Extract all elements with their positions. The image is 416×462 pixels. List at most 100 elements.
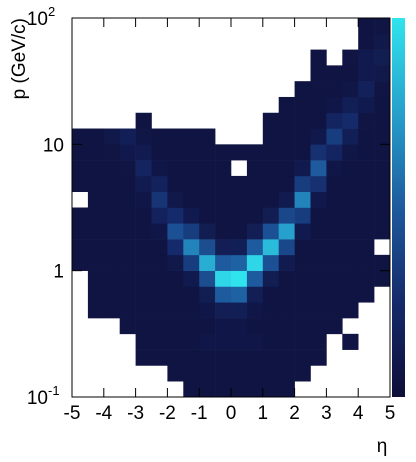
heatmap-cell [278, 191, 295, 208]
heatmap-cell [199, 239, 216, 256]
heatmap-cell [358, 128, 375, 145]
heatmap-cell [358, 49, 375, 66]
heatmap-cell [246, 144, 264, 161]
heatmap-cell [358, 18, 375, 35]
heatmap-cell [326, 318, 343, 335]
heatmap-cell [183, 223, 200, 240]
heatmap-cell [310, 112, 327, 129]
heatmap-cell [135, 254, 152, 271]
heatmap-cell [374, 81, 391, 98]
heatmap-cell [215, 160, 232, 177]
heatmap-cell [103, 270, 120, 287]
x-tick-label: -4 [95, 403, 112, 424]
heatmap-cell [262, 223, 279, 240]
heatmap-cell [358, 144, 375, 161]
heatmap-cell [231, 207, 248, 224]
heatmap-cell [151, 128, 168, 145]
heatmap-cell [358, 270, 375, 287]
heatmap-cell [246, 302, 264, 319]
heatmap-cell [294, 223, 311, 240]
heatmap-cell [103, 254, 120, 271]
heatmap-cell [151, 144, 168, 161]
heatmap-cell [358, 160, 375, 177]
x-tick-label: 2 [289, 403, 300, 424]
heatmap-cell [199, 144, 216, 161]
x-tick-label: -3 [127, 403, 144, 424]
heatmap-cell [135, 239, 152, 256]
heatmap-cell [374, 49, 391, 66]
heatmap-cell [167, 207, 184, 224]
heatmap-cell [278, 365, 295, 382]
heatmap-cell [183, 365, 200, 382]
heatmap-cell [199, 302, 216, 319]
heatmap-cell [262, 112, 279, 129]
heatmap-cell [231, 318, 248, 335]
y-axis-label: p (GeV/c) [9, 18, 30, 99]
heatmap-cell [72, 175, 89, 193]
heatmap-cell [374, 18, 391, 35]
heatmap-cell [167, 365, 184, 382]
heatmap-cell [246, 175, 264, 193]
heatmap-cell [135, 333, 152, 350]
heatmap-cell [310, 318, 327, 335]
heatmap-cell [374, 112, 391, 129]
heatmap-cell [326, 65, 343, 82]
heatmap-cell [72, 239, 89, 256]
heatmap-cell [231, 254, 248, 271]
heatmap-cell [199, 349, 216, 366]
heatmap-cell [310, 239, 327, 256]
heatmap-cell [374, 223, 391, 240]
heatmap-cell [87, 128, 105, 145]
heatmap-cell [294, 239, 311, 256]
heatmap-cell [278, 318, 295, 335]
heatmap-cell [215, 302, 232, 319]
heatmap-cell [342, 270, 359, 287]
heatmap-cell [167, 175, 184, 193]
heatmap-cell [199, 286, 216, 303]
heatmap-cell [119, 191, 136, 208]
heatmap-cell [87, 207, 105, 224]
heatmap-cell [119, 302, 136, 319]
heatmap-cell [342, 207, 359, 224]
heatmap-cell [167, 144, 184, 161]
heatmap-cell [262, 333, 279, 350]
heatmap-cell [326, 223, 343, 240]
heatmap-cell [374, 254, 391, 271]
heatmap-cell [342, 128, 359, 145]
heatmap-cell [215, 333, 232, 350]
heatmap-cell [151, 349, 168, 366]
heatmap-cell [310, 81, 327, 98]
heatmap-cell [215, 223, 232, 240]
heatmap-cell [103, 286, 120, 303]
heatmap-cell [246, 207, 264, 224]
heatmap-cell [72, 254, 89, 271]
heatmap-cell [167, 128, 184, 145]
heatmap-cell [151, 286, 168, 303]
x-tick-label: -5 [64, 403, 81, 424]
heatmap-cell [167, 302, 184, 319]
heatmap-cell [294, 191, 311, 208]
heatmap-cell [310, 302, 327, 319]
heatmap-cell [183, 128, 200, 145]
heatmap-cell [119, 128, 136, 145]
heatmap-cell [278, 239, 295, 256]
heatmap-cell [199, 191, 216, 208]
heatmap-cell [87, 175, 105, 193]
heatmap-cell [326, 207, 343, 224]
heatmap-cell [135, 349, 152, 366]
heatmap-cell [199, 128, 216, 145]
heatmap-cell [246, 365, 264, 382]
heatmap-cell [199, 175, 216, 193]
heatmap-cell [342, 49, 359, 66]
heatmap-cell [103, 144, 120, 161]
heatmap-cell [135, 160, 152, 177]
heatmap-cell [374, 270, 391, 287]
heatmap-cell [342, 302, 359, 319]
heatmap-cell [358, 33, 375, 50]
heatmap-cell [342, 112, 359, 129]
heatmap-cell [87, 254, 105, 271]
heatmap-cell [262, 128, 279, 145]
heatmap-cell [342, 81, 359, 98]
heatmap-cell [246, 254, 264, 271]
heatmap-cell [294, 160, 311, 177]
